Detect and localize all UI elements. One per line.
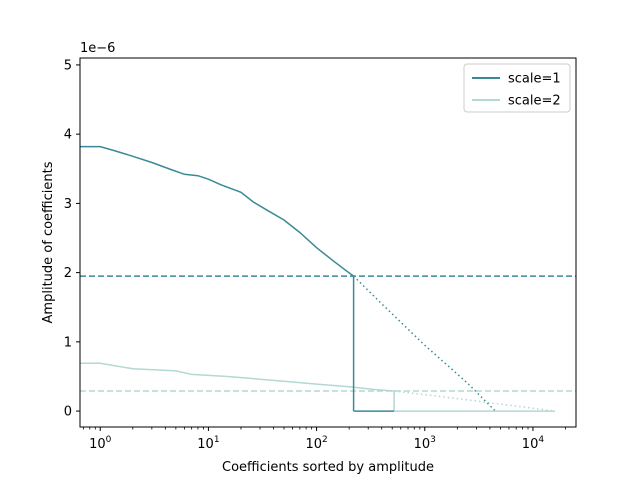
y-tick-label: 3 [64, 197, 72, 212]
plot-lines [80, 145, 576, 412]
legend-label: scale=2 [508, 94, 561, 109]
x-tick-label: 102 [305, 435, 327, 452]
x-axis: 100 101 102 103 104 [83, 427, 566, 452]
y-tick-label: 4 [64, 128, 72, 143]
y-tick-label: 2 [64, 266, 72, 281]
x-tick-label: 101 [197, 435, 219, 452]
y-tick-label: 1 [64, 335, 72, 350]
y-offset-label: 1e−6 [80, 41, 115, 56]
series-1-dotted-tail [353, 275, 496, 412]
y-tick-label: 0 [64, 405, 72, 420]
plot-frame [79, 57, 577, 428]
x-tick-label: 100 [89, 435, 112, 452]
y-axis: 0 1 2 3 4 5 [64, 58, 80, 420]
legend: scale=1 scale=2 [463, 63, 571, 113]
x-tick-label: 103 [414, 435, 436, 452]
series-1-line [80, 145, 355, 412]
legend-label: scale=1 [508, 72, 561, 87]
series-2-dotted-tail [394, 390, 556, 412]
x-axis-label: Coefficients sorted by amplitude [222, 460, 434, 475]
y-axis-label: Amplitude of coefficients [41, 161, 56, 323]
y-tick-label: 5 [64, 58, 72, 73]
x-tick-label: 104 [522, 435, 545, 452]
series-2-line [80, 362, 395, 412]
